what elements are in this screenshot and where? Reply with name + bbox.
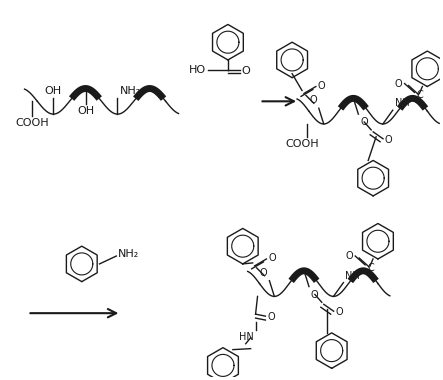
Text: NH: NH [346,271,360,281]
Text: NH₂: NH₂ [118,249,140,259]
Text: O: O [242,66,250,76]
Text: O: O [395,79,403,89]
Text: O: O [311,290,319,299]
Text: O: O [385,135,392,145]
Text: OH: OH [77,106,94,116]
Text: O: O [268,253,276,263]
Text: HO: HO [189,65,206,75]
Text: OH: OH [45,86,62,97]
Text: O: O [336,307,343,317]
Text: O: O [309,95,317,105]
Text: O: O [318,81,326,90]
Text: O: O [360,117,368,127]
Text: NH: NH [395,98,409,108]
Text: O: O [260,268,268,278]
Text: O: O [346,251,353,261]
Text: COOH: COOH [285,139,319,149]
Text: C: C [367,263,374,273]
Text: C: C [416,90,423,100]
Text: HN: HN [239,332,253,342]
Text: COOH: COOH [16,118,49,128]
Text: NH₂: NH₂ [120,86,141,97]
Text: O: O [268,312,275,322]
